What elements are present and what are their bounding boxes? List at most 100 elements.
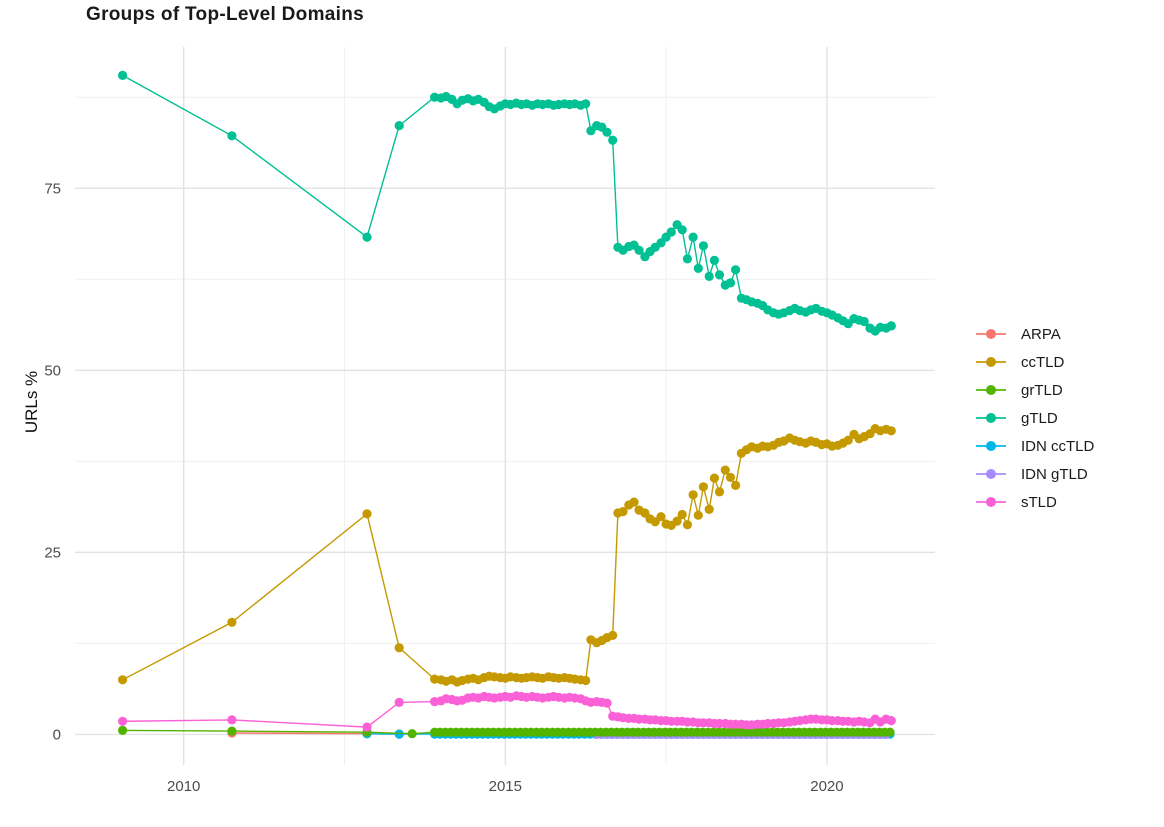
data-point xyxy=(677,509,687,520)
legend-key-icon xyxy=(976,357,1006,367)
x-tick-label: 2015 xyxy=(489,778,522,795)
data-point xyxy=(362,722,372,732)
legend-item-ccTLD: ccTLD xyxy=(976,348,1094,376)
legend-key-dot xyxy=(986,413,996,423)
data-point xyxy=(731,480,741,490)
legend-label: IDN ccTLD xyxy=(1021,437,1095,455)
data-point xyxy=(581,675,591,686)
legend-key-icon xyxy=(976,497,1006,507)
data-point xyxy=(227,726,237,736)
data-point xyxy=(714,270,725,280)
legend-item-gTLD: gTLD xyxy=(976,404,1094,432)
data-point xyxy=(886,426,896,436)
data-point xyxy=(725,278,736,288)
data-point xyxy=(362,509,372,519)
data-point xyxy=(709,255,720,265)
data-point xyxy=(682,520,693,530)
series-ccTLD xyxy=(118,424,896,687)
data-point xyxy=(227,715,237,725)
y-tick-label: 75 xyxy=(44,180,61,197)
data-point xyxy=(629,497,639,507)
y-tick-label: 50 xyxy=(44,362,61,379)
data-point xyxy=(118,716,128,726)
series-gTLD xyxy=(118,70,896,336)
data-point xyxy=(859,316,869,327)
data-point xyxy=(843,435,853,445)
data-point xyxy=(704,271,714,281)
data-point xyxy=(634,245,644,255)
data-point xyxy=(725,472,736,482)
data-point xyxy=(227,617,237,627)
legend-label: ccTLD xyxy=(1021,353,1065,371)
data-point xyxy=(720,465,730,475)
data-point xyxy=(227,131,237,141)
legend-key-dot xyxy=(986,385,996,395)
series-sTLD xyxy=(118,691,896,732)
data-point xyxy=(666,227,676,237)
legend-item-IDN-ccTLD: IDN ccTLD xyxy=(976,432,1094,460)
data-point xyxy=(394,121,404,131)
x-tick-label: 2010 xyxy=(167,778,200,795)
data-point xyxy=(602,698,612,708)
legend-key-icon xyxy=(976,385,1006,395)
data-point xyxy=(608,630,618,641)
data-point xyxy=(688,490,698,500)
data-point xyxy=(118,725,128,736)
legend-label: sTLD xyxy=(1021,493,1057,511)
data-point xyxy=(394,697,404,708)
legend-key-dot xyxy=(986,497,996,507)
legend-key-dot xyxy=(986,441,996,451)
legend: ARPA ccTLD grTLD gTLD IDN ccTLD IDN gTLD sTLD xyxy=(976,320,1094,516)
legend-key-dot xyxy=(986,329,996,339)
legend-key-dot xyxy=(986,357,996,367)
series-grTLD xyxy=(118,725,895,739)
legend-label: ARPA xyxy=(1021,325,1061,343)
data-point xyxy=(656,512,666,522)
data-point xyxy=(602,127,612,137)
legend-key-icon xyxy=(976,329,1006,339)
data-point xyxy=(407,729,417,739)
data-point xyxy=(698,241,709,251)
x-tick-label: 2020 xyxy=(810,778,843,795)
y-tick-label: 0 xyxy=(53,726,61,743)
data-point xyxy=(714,487,725,497)
legend-label: gTLD xyxy=(1021,409,1058,427)
data-point xyxy=(118,675,128,685)
data-point xyxy=(672,516,682,526)
data-point xyxy=(688,232,698,242)
legend-key-icon xyxy=(976,441,1006,451)
data-point xyxy=(677,225,687,235)
data-point xyxy=(362,232,372,242)
legend-item-sTLD: sTLD xyxy=(976,488,1094,516)
data-point xyxy=(885,727,895,737)
data-point xyxy=(693,510,703,520)
data-point xyxy=(581,99,591,109)
legend-item-ARPA: ARPA xyxy=(976,320,1094,348)
data-point xyxy=(886,321,896,331)
data-point xyxy=(608,135,618,145)
legend-key-icon xyxy=(976,469,1006,479)
series-line xyxy=(122,427,892,683)
data-point xyxy=(886,716,896,726)
chart-title: Groups of Top-Level Domains xyxy=(86,4,364,25)
legend-label: IDN gTLD xyxy=(1021,465,1088,483)
data-point xyxy=(698,482,709,492)
data-point xyxy=(682,254,693,264)
legend-key-icon xyxy=(976,413,1006,423)
data-point xyxy=(618,507,628,517)
legend-item-grTLD: grTLD xyxy=(976,376,1094,404)
data-point xyxy=(731,265,741,275)
data-point xyxy=(693,263,703,273)
data-point xyxy=(709,473,720,483)
data-point xyxy=(118,70,128,80)
data-point xyxy=(394,729,404,739)
legend-item-IDN-gTLD: IDN gTLD xyxy=(976,460,1094,488)
data-point xyxy=(704,504,714,514)
legend-key-dot xyxy=(986,469,996,479)
data-point xyxy=(394,643,404,653)
series-line xyxy=(122,74,892,332)
y-tick-label: 25 xyxy=(44,544,61,561)
legend-label: grTLD xyxy=(1021,381,1063,399)
